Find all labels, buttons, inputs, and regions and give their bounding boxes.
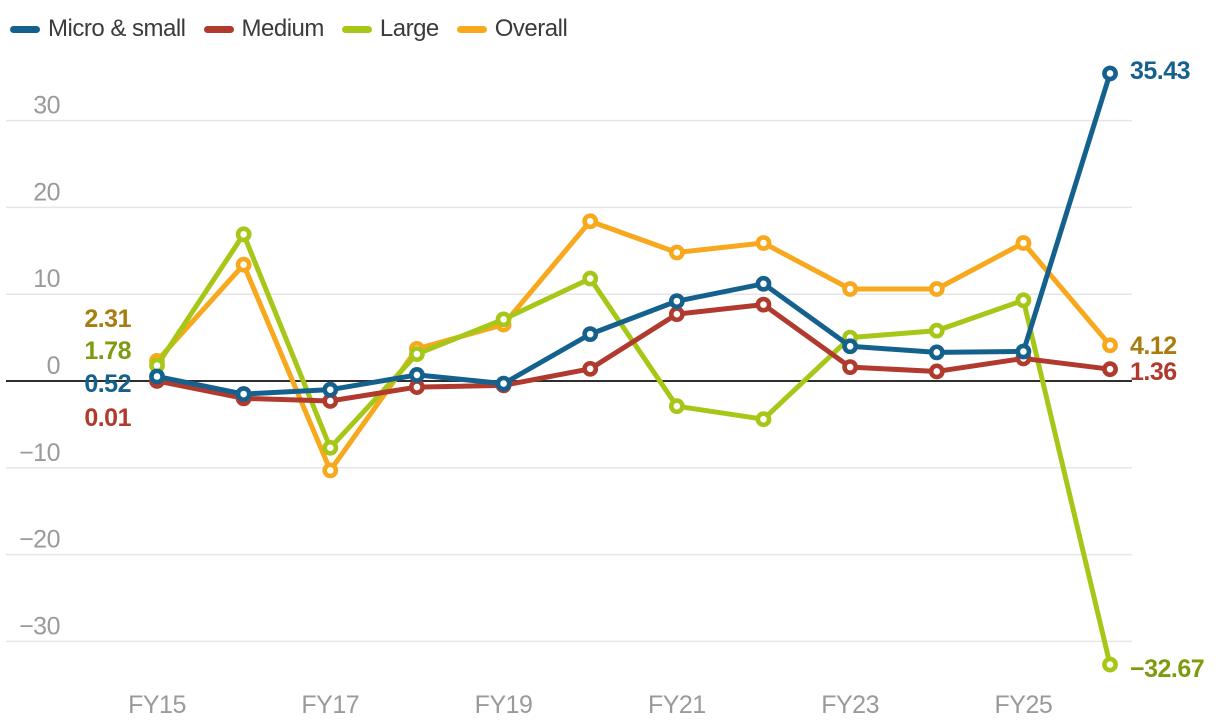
series-line-micro-small [154,70,1113,397]
data-point-large [235,226,252,243]
end-value-label-large: −32.67 [1130,655,1204,683]
x-tick-label: FY25 [995,691,1053,719]
legend-item-medium: Medium [203,15,325,43]
data-point-medium [1102,361,1118,378]
y-tick-label: 30 [33,92,60,120]
data-point-medium [928,363,945,380]
series-line-large [154,231,1113,668]
start-value-label-micro-small: 0.52 [84,370,131,398]
end-value-label-medium: 1.36 [1130,358,1177,386]
series-line-medium [154,302,1113,404]
data-point-large [755,411,772,428]
data-point-large [322,439,339,456]
legend-item-large: Large [341,15,439,43]
data-point-overall [322,462,339,479]
data-point-micro-small [409,367,425,383]
data-point-micro-small [495,375,512,392]
data-point-large [495,311,512,328]
data-point-medium [842,359,859,376]
data-point-large [668,398,685,415]
x-tick-label: FY15 [128,691,186,719]
data-point-large [582,270,599,287]
legend-item-overall: Overall [456,15,568,43]
x-tick-label: FY21 [648,691,706,719]
chart-legend: Micro & small Medium Large Overall [10,15,568,43]
x-tick-label: FY19 [475,691,533,719]
data-point-overall [235,256,252,273]
y-tick-label: −30 [19,612,60,640]
end-value-label-overall: 4.12 [1130,332,1177,360]
y-tick-label: 20 [33,178,60,206]
start-value-label-medium: 0.01 [84,404,131,432]
data-point-micro-small [668,293,685,310]
data-point-overall [928,281,945,297]
legend-swatch-overall-icon [456,25,487,33]
data-point-micro-small [235,386,252,402]
data-point-micro-small [322,381,339,398]
legend-swatch-medium-icon [203,25,234,33]
legend-swatch-micro-small-icon [10,25,40,33]
legend-label: Large [379,15,439,42]
legend-label: Overall [494,15,568,42]
start-value-label-large: 1.78 [84,337,131,365]
data-point-overall [1102,337,1118,354]
data-point-overall [1015,235,1032,251]
y-tick-label: −20 [19,526,60,554]
legend-label: Micro & small [48,15,186,42]
start-value-label-overall: 2.31 [84,305,131,333]
data-point-micro-small [928,344,945,361]
legend-label: Medium [241,15,325,42]
data-point-overall [582,213,599,230]
data-point-overall [842,281,859,297]
x-tick-label: FY17 [301,691,359,719]
series-line-overall [154,218,1113,473]
data-point-overall [668,244,685,261]
data-point-micro-small [842,338,859,355]
data-point-overall [755,235,772,251]
legend-item-micro-small: Micro & small [10,15,186,43]
y-tick-label: 10 [33,265,60,293]
data-point-micro-small [1102,65,1118,82]
legend-swatch-large-icon [341,25,372,33]
data-point-large [1102,656,1118,673]
data-point-large [1015,292,1032,309]
data-point-micro-small [149,368,165,385]
data-point-large [928,322,945,339]
data-point-large [409,346,425,362]
data-point-medium [668,306,685,323]
x-tick-label: FY23 [821,691,879,719]
data-point-micro-small [1015,343,1032,360]
data-point-medium [409,379,425,395]
y-tick-label: −10 [19,439,60,467]
y-tick-label: 0 [47,352,60,380]
data-point-micro-small [755,275,772,292]
data-point-medium [755,296,772,313]
data-point-medium [582,360,599,377]
end-value-label-micro-small: 35.43 [1130,57,1190,85]
data-point-micro-small [582,326,599,343]
